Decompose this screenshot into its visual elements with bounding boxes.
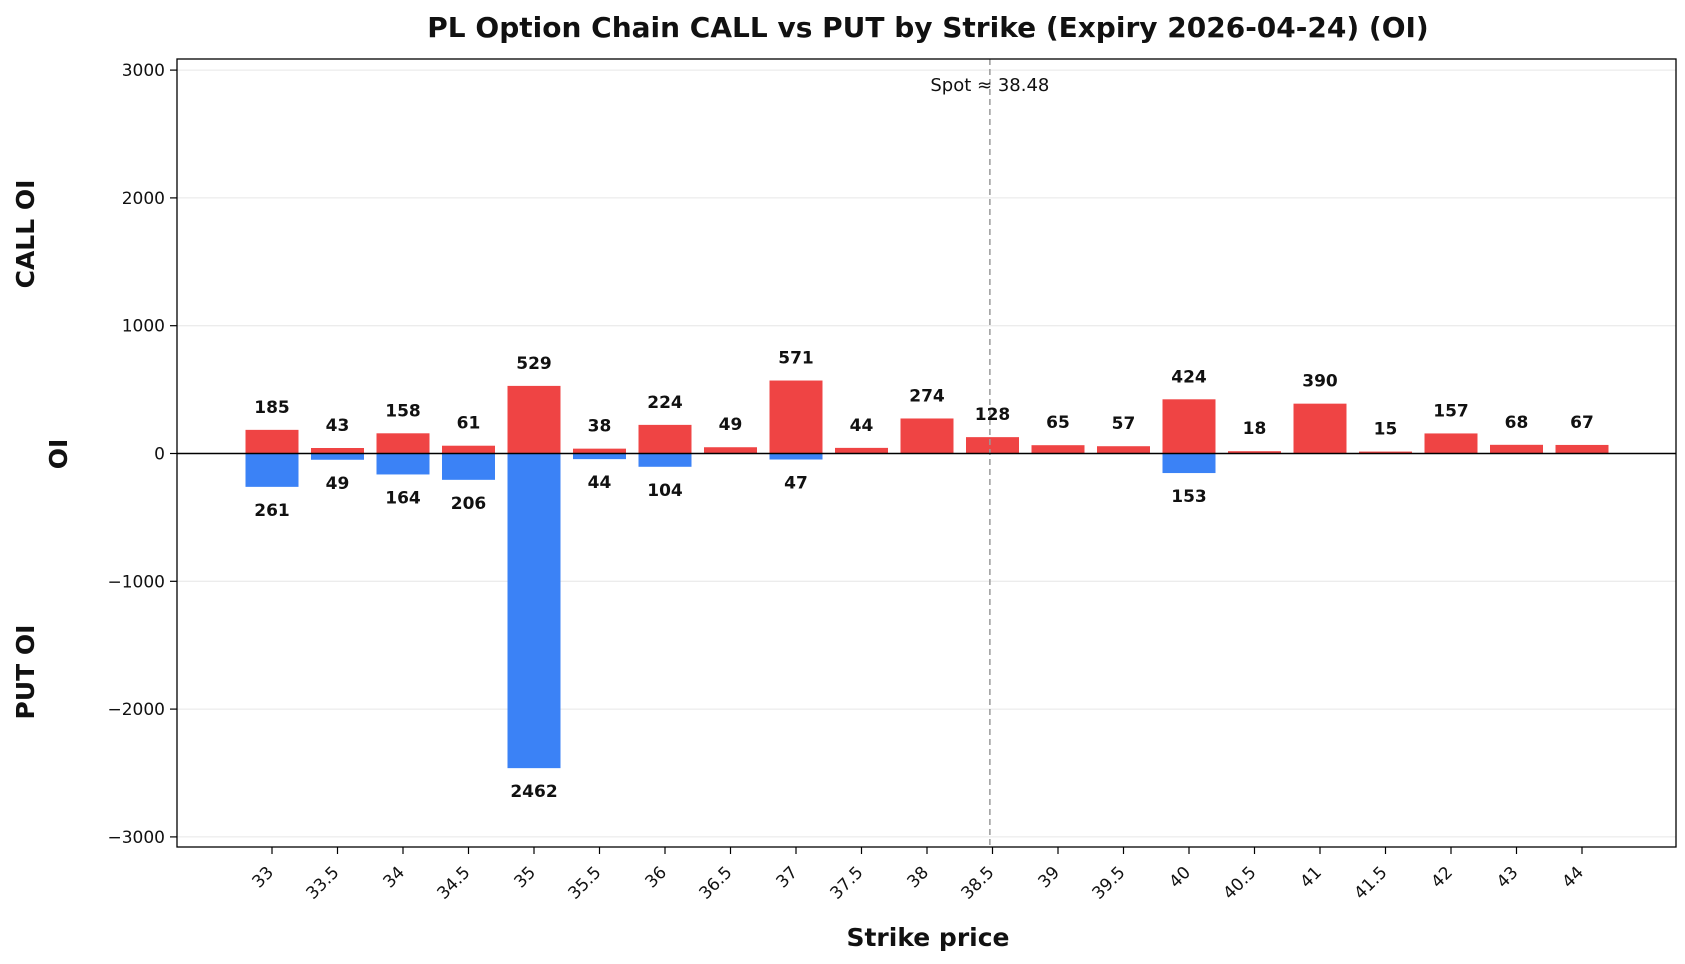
put-bar — [769, 453, 823, 460]
bars — [245, 380, 1609, 769]
y-axis-title-call: CALL OI — [11, 180, 40, 289]
y-tick-label: 2000 — [122, 189, 165, 209]
y-tick-label: 0 — [154, 445, 165, 465]
put-value-label: 104 — [647, 481, 683, 501]
call-value-label: 158 — [385, 401, 421, 421]
put-bar — [245, 453, 299, 487]
y-tick-label: −2000 — [107, 700, 165, 720]
call-value-label: 128 — [975, 405, 1011, 425]
call-bar — [835, 447, 888, 454]
x-tick-label: 36 — [642, 863, 671, 892]
call-bar — [442, 445, 495, 454]
put-bar — [442, 453, 495, 480]
x-tick-label: 35 — [511, 863, 540, 892]
call-value-label: 49 — [719, 415, 743, 435]
y-tick-label: 3000 — [122, 61, 165, 81]
call-bar — [245, 429, 299, 454]
call-bar — [769, 380, 823, 454]
call-bar — [507, 385, 561, 454]
call-value-label: 157 — [1433, 401, 1469, 421]
x-tick-label: 35.5 — [565, 863, 606, 904]
put-value-label: 44 — [588, 473, 612, 493]
x-tick-label: 43 — [1493, 863, 1522, 892]
bar-labels: 185 261 43 49 158 164 61 206 529 2462 38 44 224 104 49… — [254, 349, 1594, 803]
x-tick-label: 37.5 — [827, 863, 868, 904]
x-tick-label: 40 — [1166, 863, 1195, 892]
put-bar — [573, 453, 626, 460]
call-bar — [966, 437, 1019, 454]
put-value-label: 206 — [451, 494, 487, 514]
call-bar — [573, 448, 626, 454]
call-value-label: 185 — [254, 398, 290, 418]
y-axis-title: OI — [44, 439, 73, 470]
call-value-label: 57 — [1112, 414, 1136, 434]
put-value-label: 49 — [326, 474, 350, 494]
call-bar — [1555, 444, 1609, 454]
call-bar — [1228, 451, 1281, 454]
call-bar — [376, 433, 430, 454]
y-tick-label: −1000 — [107, 572, 165, 592]
plot-frame — [176, 58, 1677, 848]
x-tick-label: 44 — [1559, 863, 1588, 892]
call-value-label: 68 — [1505, 413, 1529, 433]
x-tick-label: 33 — [249, 863, 278, 892]
y-tick-label: 1000 — [122, 317, 165, 337]
call-bar — [900, 418, 954, 454]
put-bar — [376, 453, 430, 475]
put-value-label: 47 — [784, 474, 808, 494]
x-tick-label: 40.5 — [1220, 863, 1261, 904]
call-value-label: 424 — [1171, 367, 1207, 387]
x-tick-label: 38 — [904, 863, 933, 892]
call-bar — [704, 447, 757, 454]
call-bar — [311, 448, 364, 454]
call-value-label: 224 — [647, 393, 683, 413]
x-tick-label: 34.5 — [434, 863, 475, 904]
x-tick-label: 36.5 — [696, 863, 737, 904]
x-tick-label: 41.5 — [1351, 863, 1392, 904]
x-tick-label: 39.5 — [1089, 863, 1130, 904]
call-bar — [638, 424, 692, 454]
call-bar — [1490, 444, 1543, 454]
put-bar — [507, 453, 561, 769]
call-value-label: 15 — [1374, 420, 1398, 440]
x-tick-label: 41 — [1297, 863, 1326, 892]
call-bar — [1293, 403, 1347, 454]
call-value-label: 61 — [457, 414, 481, 434]
call-value-label: 390 — [1302, 372, 1338, 392]
call-value-label: 65 — [1046, 413, 1070, 433]
call-value-label: 274 — [909, 386, 945, 406]
call-value-label: 67 — [1570, 413, 1594, 433]
put-bar — [638, 453, 692, 467]
put-bar — [1162, 453, 1216, 474]
x-axis-title: Strike price — [846, 923, 1009, 952]
x-tick-label: 38.5 — [958, 863, 999, 904]
put-bar — [311, 453, 364, 460]
x-tick-label: 34 — [380, 863, 409, 892]
call-bar — [1424, 433, 1478, 454]
call-bar — [1359, 451, 1412, 454]
put-value-label: 261 — [254, 501, 290, 521]
call-value-label: 38 — [588, 417, 612, 437]
call-value-label: 43 — [326, 416, 350, 436]
call-value-label: 18 — [1243, 419, 1267, 439]
put-value-label: 164 — [385, 488, 421, 508]
call-bar — [1162, 399, 1216, 454]
x-tick-label: 37 — [773, 863, 802, 892]
spot-label: Spot ≈ 38.48 — [930, 75, 1049, 96]
put-value-label: 153 — [1171, 487, 1207, 507]
call-value-label: 571 — [778, 349, 814, 369]
call-bar — [1097, 446, 1150, 454]
put-value-label: 2462 — [510, 782, 557, 802]
call-value-label: 529 — [516, 354, 552, 374]
x-tick-label: 33.5 — [303, 863, 344, 904]
x-tick-label: 39 — [1035, 863, 1064, 892]
x-tick-label: 42 — [1428, 863, 1457, 892]
call-value-label: 44 — [850, 416, 874, 436]
y-tick-label: −3000 — [107, 828, 165, 848]
y-axis-title-put: PUT OI — [11, 625, 40, 720]
call-bar — [1031, 445, 1085, 454]
chart-title: PL Option Chain CALL vs PUT by Strike (E… — [427, 11, 1428, 44]
